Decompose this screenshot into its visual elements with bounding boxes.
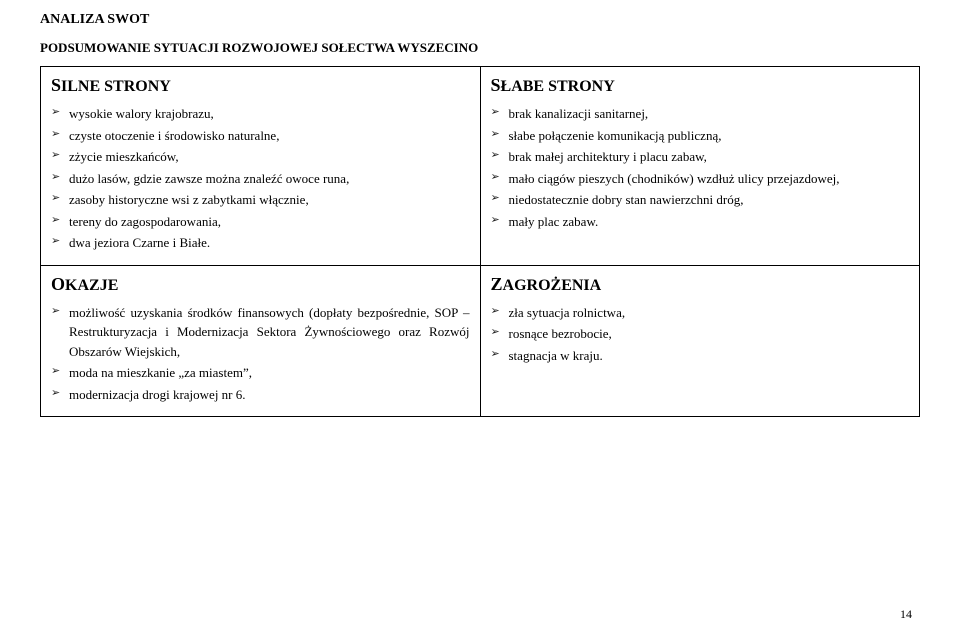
list-item: dużo lasów, gdzie zawsze można znaleźć o… xyxy=(51,169,470,189)
strengths-title-rest: ILNE STRONY xyxy=(61,78,171,95)
strengths-list: wysokie walory krajobrazu, czyste otocze… xyxy=(51,104,470,253)
cell-strengths: SILNE STRONY wysokie walory krajobrazu, … xyxy=(41,67,481,266)
strengths-title-cap: S xyxy=(51,75,61,95)
list-item: możliwość uzyskania środków finansowych … xyxy=(51,303,470,362)
list-item: wysokie walory krajobrazu, xyxy=(51,104,470,124)
strengths-title: SILNE STRONY xyxy=(51,75,470,96)
cell-opportunities: OKAZJE możliwość uzyskania środków finan… xyxy=(41,265,481,417)
threats-title-rest: AGROŻENIA xyxy=(503,277,602,294)
list-item: mały plac zabaw. xyxy=(491,212,910,232)
threats-list: zła sytuacja rolnictwa, rosnące bezroboc… xyxy=(491,303,910,366)
page-subtitle: PODSUMOWANIE SYTUACJI ROZWOJOWEJ SOŁECTW… xyxy=(40,40,920,56)
weaknesses-title-cap: S xyxy=(491,75,501,95)
page-number: 14 xyxy=(900,607,912,622)
list-item: moda na mieszkanie „za miastem”, xyxy=(51,363,470,383)
list-item: zasoby historyczne wsi z zabytkami włącz… xyxy=(51,190,470,210)
list-item: czyste otoczenie i środowisko naturalne, xyxy=(51,126,470,146)
cell-weaknesses: SŁABE STRONY brak kanalizacji sanitarnej… xyxy=(480,67,920,266)
opportunities-title-cap: O xyxy=(51,274,65,294)
threats-title: ZAGROŻENIA xyxy=(491,274,910,295)
opportunities-title-rest: KAZJE xyxy=(65,277,118,294)
weaknesses-title: SŁABE STRONY xyxy=(491,75,910,96)
list-item: stagnacja w kraju. xyxy=(491,346,910,366)
list-item: brak małej architektury i placu zabaw, xyxy=(491,147,910,167)
weaknesses-title-rest: ŁABE STRONY xyxy=(501,78,615,95)
list-item: modernizacja drogi krajowej nr 6. xyxy=(51,385,470,405)
page-title: ANALIZA SWOT xyxy=(40,12,920,28)
weaknesses-list: brak kanalizacji sanitarnej, słabe połąc… xyxy=(491,104,910,231)
list-item: zżycie mieszkańców, xyxy=(51,147,470,167)
list-item: zła sytuacja rolnictwa, xyxy=(491,303,910,323)
threats-title-cap: Z xyxy=(491,274,503,294)
list-item: rosnące bezrobocie, xyxy=(491,324,910,344)
cell-threats: ZAGROŻENIA zła sytuacja rolnictwa, rosną… xyxy=(480,265,920,417)
list-item: tereny do zagospodarowania, xyxy=(51,212,470,232)
list-item: niedostatecznie dobry stan nawierzchni d… xyxy=(491,190,910,210)
list-item: dwa jeziora Czarne i Białe. xyxy=(51,233,470,253)
swot-table: SILNE STRONY wysokie walory krajobrazu, … xyxy=(40,66,920,417)
opportunities-list: możliwość uzyskania środków finansowych … xyxy=(51,303,470,405)
list-item: brak kanalizacji sanitarnej, xyxy=(491,104,910,124)
list-item: mało ciągów pieszych (chodników) wzdłuż … xyxy=(491,169,910,189)
list-item: słabe połączenie komunikacją publiczną, xyxy=(491,126,910,146)
opportunities-title: OKAZJE xyxy=(51,274,470,295)
